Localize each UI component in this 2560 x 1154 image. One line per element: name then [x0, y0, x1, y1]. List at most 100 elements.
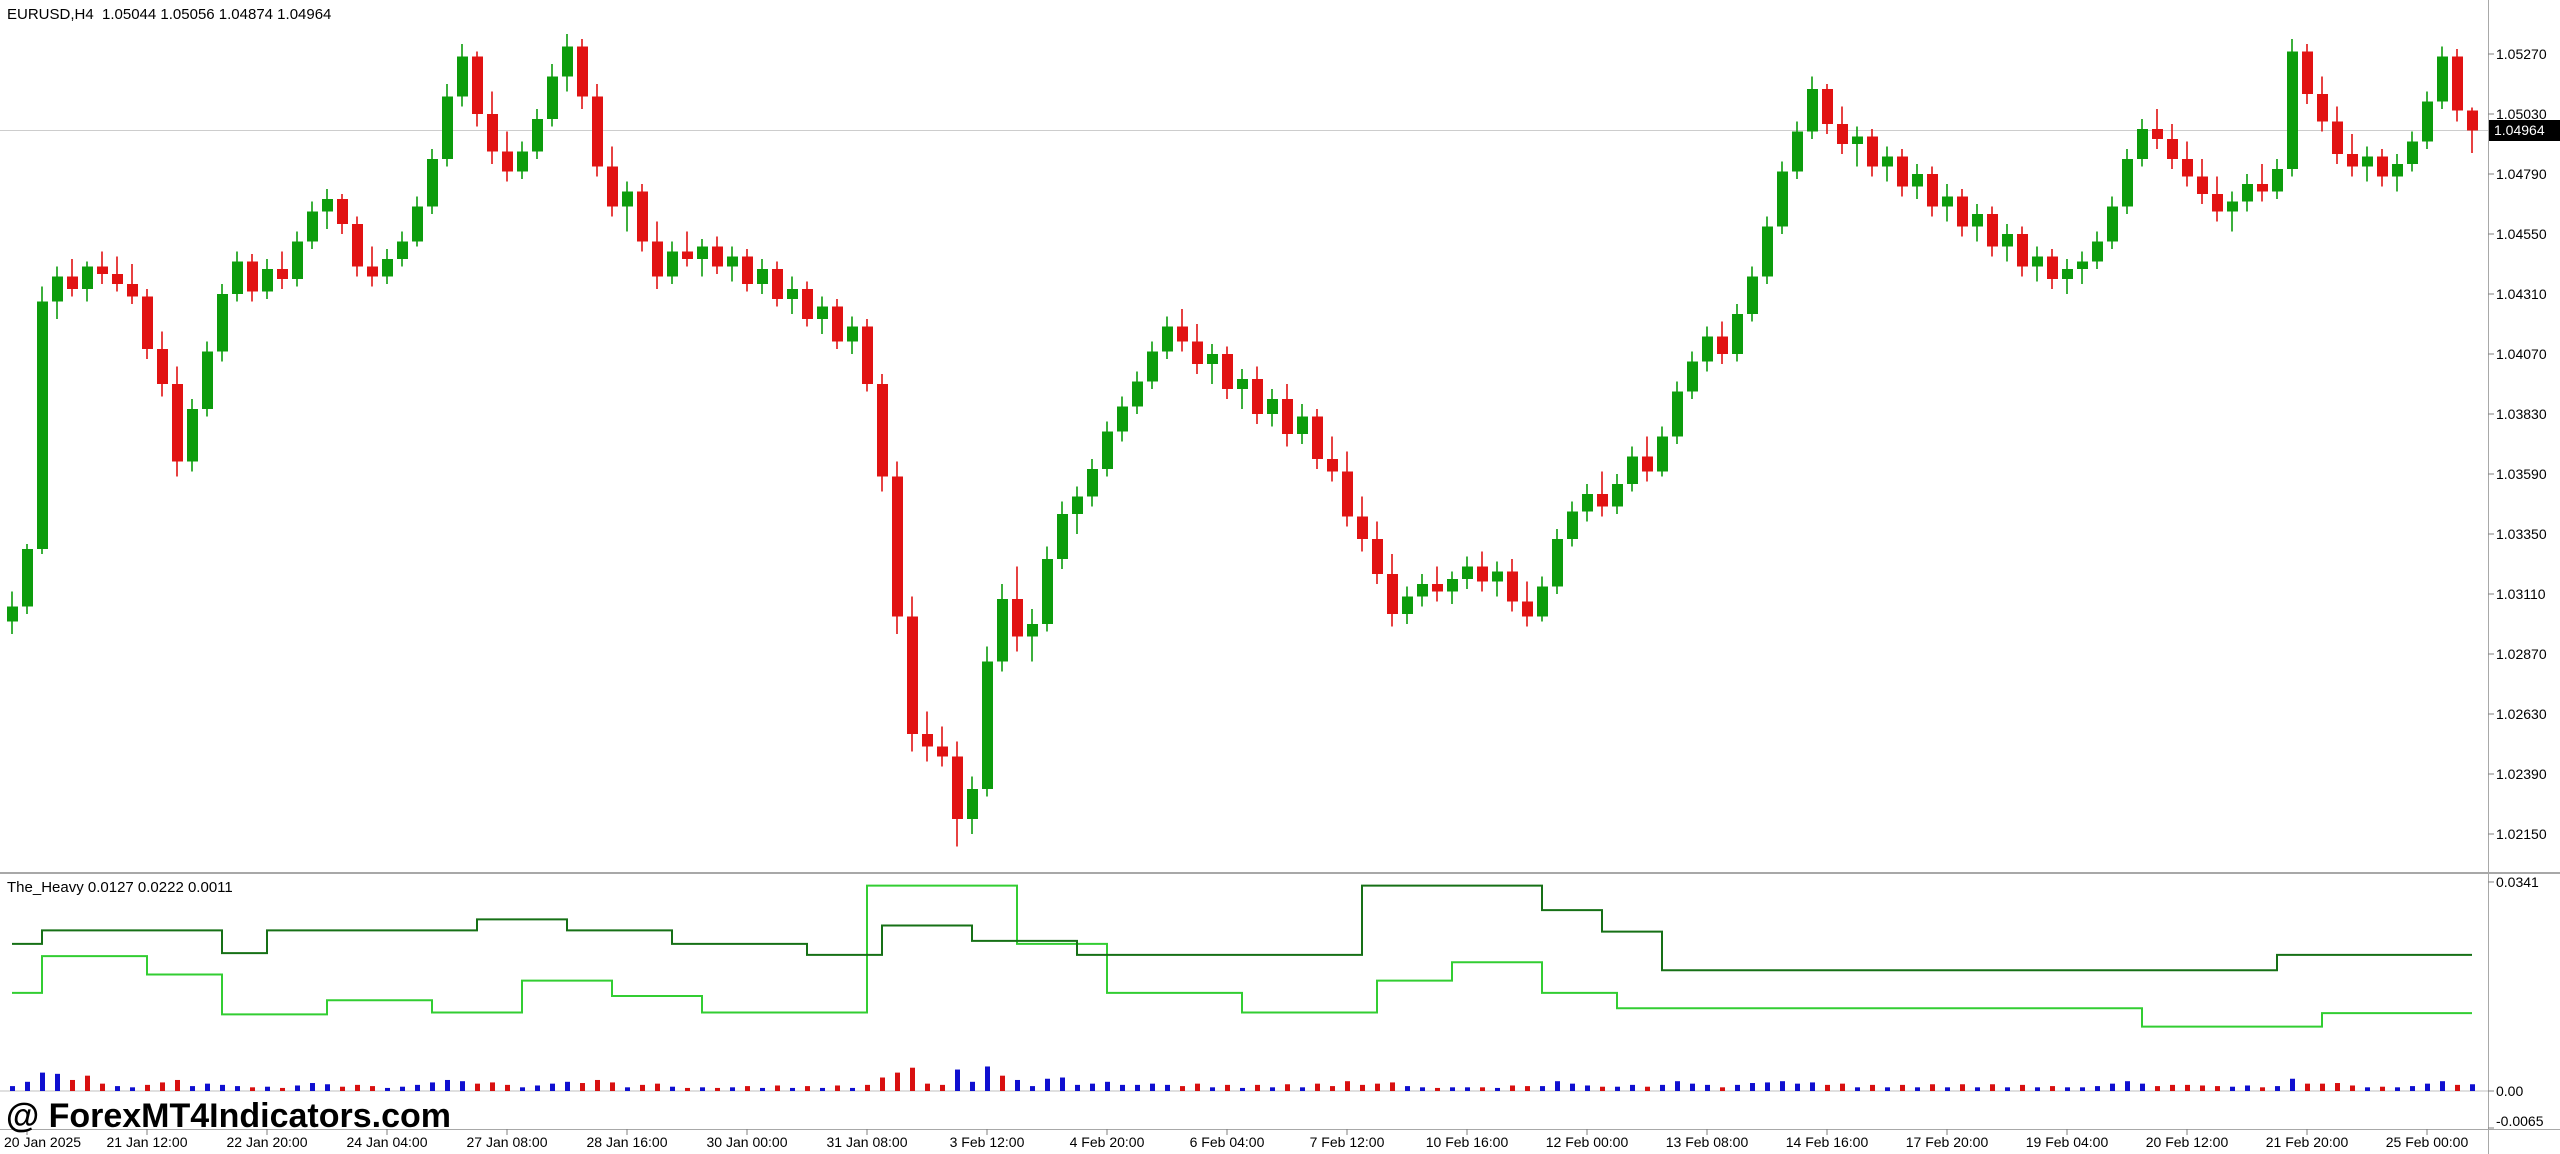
histogram-bar [1960, 1084, 1965, 1091]
candle-body [457, 56, 468, 97]
candle-body [622, 191, 633, 207]
histogram-bar [595, 1079, 600, 1091]
price-axis-label: 1.04790 [2496, 166, 2547, 182]
candle-body [2287, 51, 2298, 169]
candle-body [727, 256, 738, 267]
candle-body [2167, 139, 2178, 159]
candle-body [2077, 261, 2088, 269]
histogram-bar [1495, 1087, 1500, 1091]
histogram-bar [2290, 1078, 2295, 1091]
candle-body [1612, 484, 1623, 507]
histogram-bar [1525, 1086, 1530, 1091]
candle-body [1162, 326, 1173, 352]
time-axis-label: 28 Jan 16:00 [586, 1134, 668, 1150]
candle-body [1252, 379, 1263, 414]
histogram-bar [1555, 1081, 1560, 1091]
candle-body [667, 251, 678, 277]
histogram-bar [865, 1084, 870, 1091]
candle-body [562, 46, 573, 77]
histogram-bar [1420, 1087, 1425, 1091]
histogram-bar [1390, 1082, 1395, 1091]
histogram-bar [265, 1086, 270, 1091]
candle-body [1492, 571, 1503, 582]
candle-body [1927, 174, 1938, 207]
histogram-bar [355, 1084, 360, 1091]
current-price-tag: 1.04964 [2489, 120, 2560, 141]
histogram-bar [2110, 1083, 2115, 1091]
histogram-bar [1120, 1084, 1125, 1091]
histogram-bar [1165, 1084, 1170, 1091]
candle-body [442, 96, 453, 159]
histogram-bar [280, 1087, 285, 1091]
time-axis-label: 10 Feb 16:00 [1425, 1134, 1509, 1150]
histogram-bar [925, 1083, 930, 1091]
candle-body [1177, 326, 1188, 342]
histogram-bar [1810, 1082, 1815, 1091]
histogram-bar [805, 1086, 810, 1091]
histogram-bar [1195, 1083, 1200, 1091]
candle-body [682, 251, 693, 259]
histogram-bar [730, 1087, 735, 1091]
histogram-bar [2410, 1086, 2415, 1091]
candle-body [367, 266, 378, 277]
candle-body [52, 276, 63, 302]
candle-body [862, 326, 873, 384]
candle-body [982, 661, 993, 789]
candle-body [1942, 196, 1953, 207]
candle-body [2002, 234, 2013, 247]
histogram-bar [1375, 1083, 1380, 1091]
histogram-bar [580, 1083, 585, 1091]
candle-body [337, 199, 348, 224]
candle-body [1717, 336, 1728, 354]
candle-body [1597, 494, 1608, 507]
histogram-bar [2350, 1085, 2355, 1091]
histogram-bar [985, 1066, 990, 1091]
candle-body [112, 274, 123, 284]
histogram-bar [235, 1086, 240, 1091]
time-axis-label: 21 Feb 20:00 [2265, 1134, 2349, 1150]
candle-body [952, 756, 963, 819]
histogram-bar [2065, 1087, 2070, 1091]
candle-body [2317, 94, 2328, 122]
histogram-bar [2155, 1086, 2160, 1091]
time-axis-label: 13 Feb 08:00 [1665, 1134, 1749, 1150]
candle-body [1282, 399, 1293, 434]
candle-body [1882, 156, 1893, 167]
candle-body [1567, 511, 1578, 539]
histogram-bar [1510, 1085, 1515, 1091]
histogram-bar [1405, 1086, 1410, 1091]
candle-body [1552, 539, 1563, 587]
indicator-axis-label: 0.00 [2496, 1083, 2524, 1099]
candle-body [2347, 154, 2358, 167]
histogram-bar [1480, 1087, 1485, 1091]
histogram-bar [850, 1087, 855, 1091]
candle-body [172, 384, 183, 462]
candle-body [472, 56, 483, 114]
histogram-bar [1855, 1087, 1860, 1091]
histogram-bar [2335, 1083, 2340, 1091]
candle-body [1792, 131, 1803, 172]
histogram-bar [2035, 1087, 2040, 1091]
histogram-bar [1090, 1083, 1095, 1091]
candle-body [1972, 214, 1983, 227]
candle-body [7, 606, 18, 622]
candle-body [757, 269, 768, 284]
histogram-bar [610, 1082, 615, 1091]
histogram-bar [1975, 1087, 1980, 1091]
time-axis-label: 19 Feb 04:00 [2025, 1134, 2109, 1150]
time-axis-label: 31 Jan 08:00 [826, 1134, 908, 1150]
price-axis-label: 1.02630 [2496, 706, 2547, 722]
candle-body [1807, 89, 1818, 132]
histogram-bar [970, 1081, 975, 1091]
histogram-bar [1885, 1087, 1890, 1091]
time-axis-label: 21 Jan 12:00 [106, 1134, 188, 1150]
histogram-bar [1765, 1082, 1770, 1091]
candle-body [1012, 599, 1023, 637]
histogram-bar [1330, 1086, 1335, 1091]
candle-body [2212, 194, 2223, 212]
candle-body [907, 616, 918, 734]
histogram-bar [685, 1087, 690, 1091]
candle-body [1357, 516, 1368, 539]
candle-body [262, 269, 273, 292]
